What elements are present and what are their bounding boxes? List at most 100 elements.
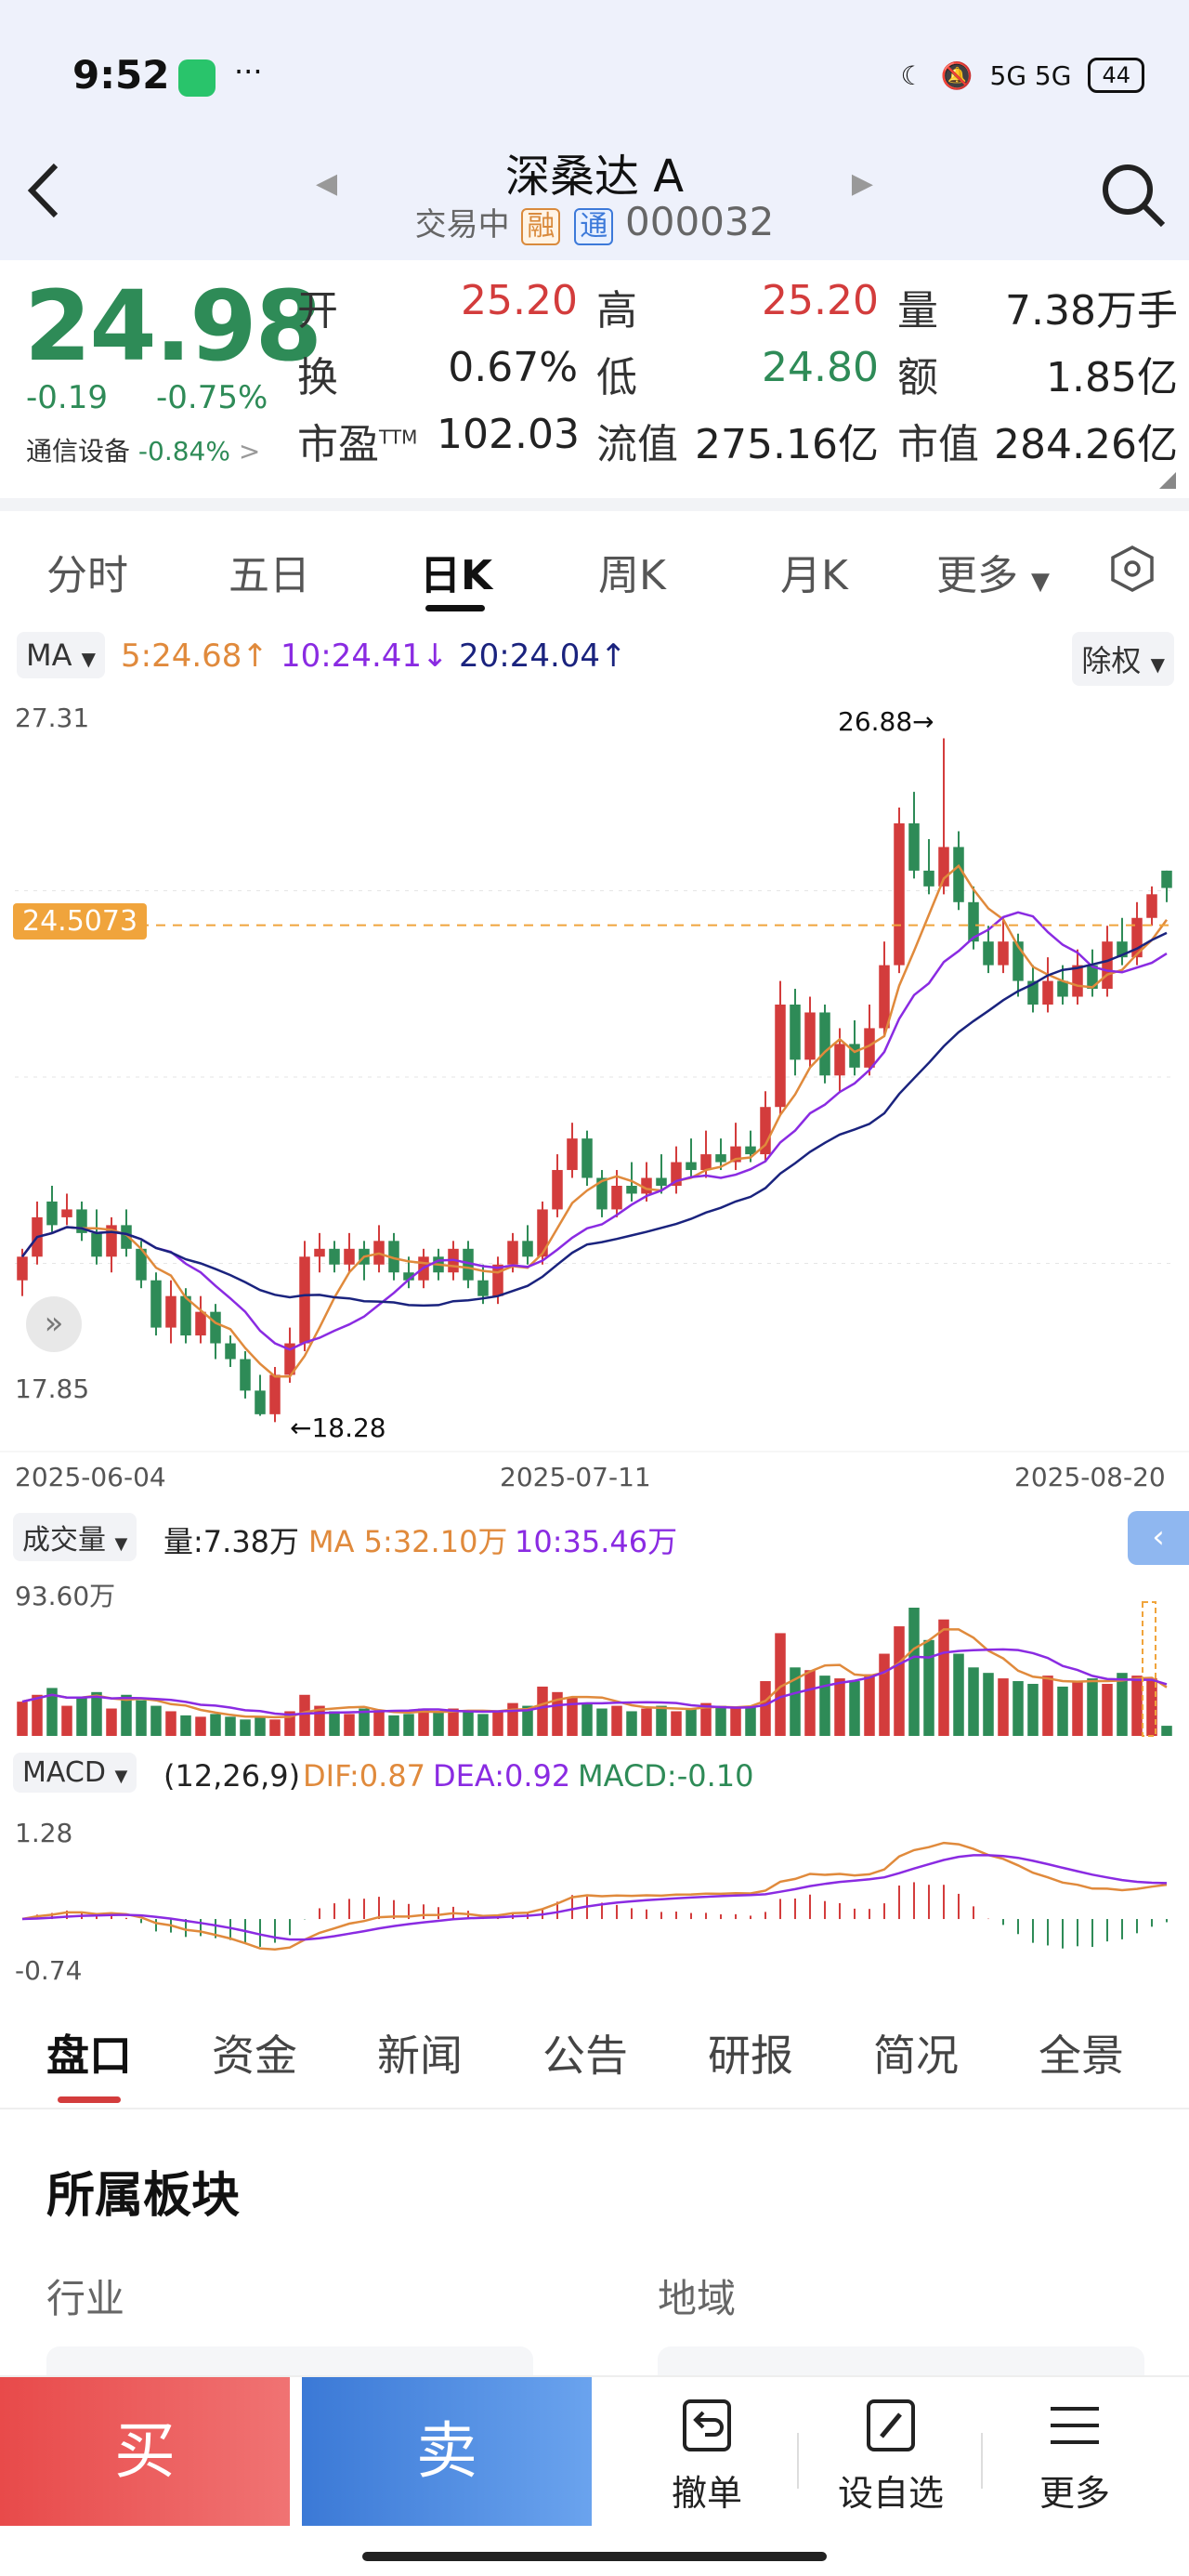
sell-button[interactable]: 卖 (302, 2377, 592, 2526)
status-time: 9:52 (72, 52, 170, 98)
volume-bar (76, 1697, 87, 1736)
volume-bar (150, 1705, 162, 1736)
prev-stock-icon[interactable]: ◀ (316, 167, 338, 200)
tab-research[interactable]: 研报 (708, 2031, 793, 2081)
region-label: 地域 (658, 2276, 737, 2321)
high-value: 25.20 (762, 277, 879, 324)
tab-intraday[interactable]: 分时 (46, 552, 128, 599)
tab-daily-k[interactable]: 日K (420, 552, 493, 599)
divider (0, 498, 1189, 511)
candlestick-chart[interactable] (0, 697, 1189, 1505)
collapse-panel-icon[interactable]: ‹ (1128, 1511, 1189, 1565)
volume-bar (819, 1676, 830, 1736)
candle-body (671, 1162, 682, 1186)
macd-dea: DEA:0.92 (433, 1758, 571, 1794)
add-watchlist-button[interactable]: 设自选 (812, 2396, 970, 2516)
volume-ma10-line (21, 1648, 1168, 1716)
candle-body (700, 1154, 712, 1171)
sector-name: 通信设备 (26, 436, 131, 467)
volume-bar (596, 1708, 608, 1736)
price-min-label: 17.85 (15, 1373, 90, 1404)
section-title: 所属板块 (46, 2168, 241, 2224)
industry-label: 行业 (46, 2276, 125, 2321)
cancel-order-button[interactable]: 撤单 (628, 2396, 786, 2516)
candle-body (849, 1044, 860, 1068)
tab-announcements[interactable]: 公告 (542, 2031, 628, 2081)
candle-body (492, 1264, 503, 1296)
tab-five-day[interactable]: 五日 (229, 552, 310, 599)
volume-bar (463, 1711, 474, 1736)
tab-profile[interactable]: 简况 (873, 2031, 959, 2081)
volume-bar (1027, 1683, 1039, 1736)
indicator-select[interactable]: MA ▼ (17, 632, 106, 678)
macd-params: (12,26,9) (163, 1758, 301, 1794)
candle-body (879, 965, 890, 1029)
volume-bar (1146, 1678, 1157, 1736)
search-icon[interactable] (1096, 158, 1170, 232)
volume-max-label: 93.60万 (15, 1581, 116, 1611)
candle-body (775, 1005, 786, 1108)
volume-bar (121, 1694, 132, 1736)
separator (981, 2433, 983, 2489)
settings-hexagon-icon[interactable] (1107, 544, 1157, 598)
ma20-line (21, 931, 1168, 1308)
tab-monthly-k[interactable]: 月K (780, 552, 848, 599)
volume-bar (730, 1708, 741, 1736)
volume-bar (46, 1688, 58, 1736)
expand-left-icon[interactable]: » (26, 1296, 82, 1352)
max-price-annotation: 26.88→ (838, 706, 934, 737)
volume-bar (834, 1678, 845, 1736)
candle-body (522, 1241, 533, 1257)
volume-bar (344, 1714, 355, 1736)
candle-body (76, 1209, 87, 1233)
volume-bar (299, 1694, 310, 1736)
volume-bar (329, 1711, 340, 1736)
candle-body (1146, 894, 1157, 918)
volume-bar (671, 1711, 682, 1736)
stock-header: ◀ ▶ 深桑达 A 交易中 融 通 000032 (0, 121, 1189, 260)
volume-select[interactable]: 成交量 ▼ (13, 1513, 137, 1561)
candle-body (1161, 870, 1172, 888)
ma5-legend: 5:24.68↑ (121, 637, 268, 675)
volume-chart[interactable] (0, 1571, 1189, 1738)
candle-body (299, 1256, 310, 1344)
candle-body (344, 1248, 355, 1265)
status-more: ··· (234, 54, 263, 89)
macd-chart[interactable] (0, 1812, 1189, 1989)
volume-bar (1072, 1681, 1083, 1736)
volume-bar (477, 1714, 489, 1736)
volume-bar (433, 1711, 444, 1736)
tab-order-book[interactable]: 盘口 (46, 2031, 132, 2081)
candle-body (240, 1359, 251, 1391)
expand-corner-icon[interactable] (1159, 472, 1176, 489)
volume-bar (894, 1626, 905, 1736)
dea-line (21, 1854, 1168, 1941)
macd-max-label: 1.28 (15, 1818, 73, 1848)
candle-body (1087, 965, 1098, 990)
high-label: 高 (596, 287, 637, 335)
tab-weekly-k[interactable]: 周K (598, 552, 666, 599)
tab-overview[interactable]: 全景 (1039, 2031, 1124, 2081)
current-volume-highlight (1142, 1601, 1156, 1737)
sector-pct: -0.84% (137, 436, 230, 467)
macd-select[interactable]: MACD ▼ (13, 1753, 137, 1793)
candle-body (507, 1241, 518, 1265)
volume-bar (879, 1653, 890, 1736)
buy-button[interactable]: 买 (0, 2377, 290, 2526)
volume-bar (359, 1708, 370, 1736)
adjust-select[interactable]: 除权 ▼ (1072, 632, 1174, 686)
volume-bar (775, 1633, 786, 1736)
next-stock-icon[interactable]: ▶ (851, 167, 873, 200)
candle-body (804, 1012, 816, 1060)
more-button[interactable]: 更多 (996, 2396, 1154, 2516)
candle-body (1131, 917, 1143, 958)
candle-body (983, 941, 994, 966)
volume-bar (804, 1670, 816, 1736)
tab-news[interactable]: 新闻 (377, 2031, 463, 2081)
bottom-action-bar: 买 卖 撤单 设自选 更多 (0, 2375, 1189, 2576)
tab-more[interactable]: 更多 ▼ (936, 552, 1050, 599)
volume-bar (255, 1716, 266, 1736)
tab-funds[interactable]: 资金 (212, 2031, 297, 2081)
back-icon[interactable] (20, 158, 67, 233)
sector-link[interactable]: 通信设备 -0.84% > (26, 431, 260, 468)
